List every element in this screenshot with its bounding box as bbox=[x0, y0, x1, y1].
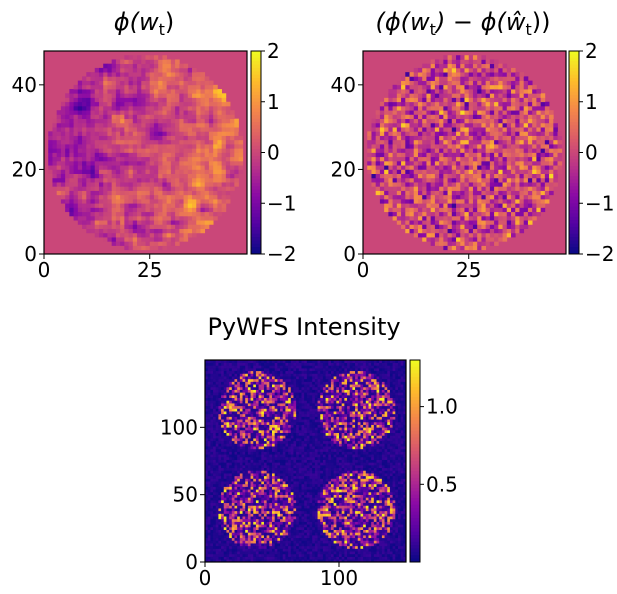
y-tick-label: 20 bbox=[12, 157, 37, 181]
x-tick-label: 0 bbox=[38, 258, 51, 282]
panel-residual-title: (ϕ(wt) − ϕ(ŵt)) bbox=[375, 8, 550, 39]
pywfs-colorbar: 1.0 0.5 bbox=[409, 359, 458, 563]
pywfs-axes-frame bbox=[204, 359, 407, 563]
pywfs-axes: 0 100 0 50 100 bbox=[160, 415, 358, 590]
phase-axes: 0 25 0 20 40 bbox=[12, 73, 163, 282]
colorbar-tick-label: −2 bbox=[267, 242, 296, 266]
colorbar-tick-label: 0.5 bbox=[426, 472, 458, 496]
panel-pywfs: PyWFS Intensity 0 100 0 50 100 1.0 0.5 bbox=[160, 313, 458, 590]
colorbar-frame bbox=[409, 359, 421, 563]
residual-axes-frame bbox=[362, 50, 567, 255]
colorbar-tick-label: −2 bbox=[585, 242, 614, 266]
residual-heatmap bbox=[363, 51, 566, 254]
x-tick-label: 0 bbox=[357, 258, 370, 282]
colorbar-tick-label: −1 bbox=[585, 191, 614, 215]
colorbar-tick-label: 0 bbox=[585, 141, 598, 165]
y-tick-label: 100 bbox=[160, 415, 198, 439]
y-tick-label: 50 bbox=[173, 483, 198, 507]
x-tick-label: 100 bbox=[320, 566, 358, 590]
colorbar-tick-label: 2 bbox=[267, 39, 280, 63]
phase-heatmap bbox=[44, 51, 247, 254]
y-tick-label: 0 bbox=[24, 242, 37, 266]
y-tick-label: 0 bbox=[343, 242, 356, 266]
x-tick-label: 25 bbox=[137, 258, 162, 282]
colorbar-tick-label: 1 bbox=[585, 90, 598, 114]
residual-axes: 0 25 0 20 40 bbox=[331, 73, 482, 282]
phase-axes-frame bbox=[43, 50, 248, 255]
colorbar-tick-label: −1 bbox=[267, 191, 296, 215]
y-tick-label: 40 bbox=[12, 73, 37, 97]
colorbar-tick-label: 1 bbox=[267, 90, 280, 114]
colorbar-tick-label: 2 bbox=[585, 39, 598, 63]
x-tick-label: 0 bbox=[199, 566, 212, 590]
panel-pywfs-title: PyWFS Intensity bbox=[207, 313, 400, 341]
panel-phase-title: ϕ(wt) bbox=[114, 8, 174, 39]
phase-colorbar: 2 1 0 −1 −2 bbox=[250, 39, 296, 266]
y-tick-label: 20 bbox=[331, 157, 356, 181]
residual-colorbar: 2 1 0 −1 −2 bbox=[568, 39, 614, 266]
pywfs-heatmap bbox=[205, 360, 407, 563]
colorbar-tick-label: 1.0 bbox=[426, 395, 458, 419]
panel-phase: ϕ(wt) 0 25 0 20 40 2 1 0 −1 −2 bbox=[12, 8, 297, 282]
y-tick-label: 40 bbox=[331, 73, 356, 97]
colorbar-tick-label: 0 bbox=[267, 141, 280, 165]
y-tick-label: 0 bbox=[185, 550, 198, 574]
x-tick-label: 25 bbox=[456, 258, 481, 282]
panel-residual: (ϕ(wt) − ϕ(ŵt)) 0 25 0 20 40 2 1 0 −1 −2 bbox=[331, 8, 615, 282]
